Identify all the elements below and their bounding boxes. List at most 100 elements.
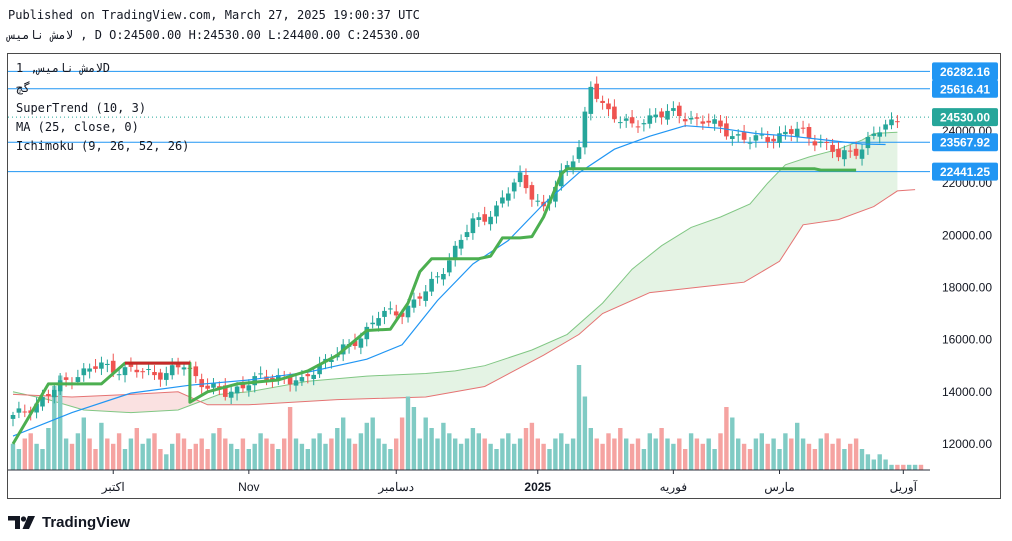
candle-body bbox=[618, 122, 623, 124]
volume-bar bbox=[323, 443, 328, 471]
candle-body bbox=[564, 165, 570, 169]
chart-frame bbox=[7, 53, 1001, 499]
candle-body bbox=[706, 120, 711, 123]
price-tick-label: 16000.00 bbox=[942, 333, 992, 347]
volume-bar bbox=[299, 443, 305, 471]
volume-bar bbox=[229, 443, 234, 471]
candle-body bbox=[789, 129, 794, 134]
candle-body bbox=[441, 274, 446, 280]
volume-bar bbox=[901, 464, 906, 471]
volume-bar bbox=[122, 449, 128, 470]
volume-bar bbox=[907, 464, 912, 471]
volume-bar bbox=[217, 428, 222, 470]
volume-bar bbox=[842, 449, 847, 470]
candle-body bbox=[612, 106, 617, 120]
volume-bar bbox=[352, 443, 358, 471]
volume-bar bbox=[423, 417, 428, 470]
candle-body bbox=[606, 103, 611, 110]
candle-body bbox=[659, 111, 664, 118]
volume-bar bbox=[606, 433, 611, 471]
candle-body bbox=[158, 372, 163, 380]
price-level-badge bbox=[932, 108, 998, 127]
candle-body bbox=[352, 341, 358, 346]
candle-body bbox=[423, 291, 428, 301]
volume-bar bbox=[741, 443, 747, 471]
time-tick-label: اكتبر bbox=[101, 480, 125, 494]
volume-bar bbox=[653, 438, 658, 470]
ichimoku-span-a bbox=[12, 131, 898, 414]
candle-body bbox=[211, 383, 216, 388]
axes: 22000.0020000.0018000.0016000.0014000.00… bbox=[8, 62, 998, 494]
volume-bar bbox=[659, 428, 664, 470]
volume-bar bbox=[211, 433, 216, 471]
volume-bar bbox=[376, 438, 381, 470]
candle-body bbox=[134, 369, 140, 373]
volume-bar bbox=[488, 443, 493, 471]
candle-body bbox=[234, 386, 240, 394]
volume-bar bbox=[771, 438, 776, 470]
candle-body bbox=[830, 144, 835, 152]
volume-bar bbox=[529, 422, 535, 471]
volume-bar bbox=[99, 422, 104, 471]
candle-body bbox=[370, 322, 375, 325]
time-tick-label: 2025 bbox=[524, 480, 551, 494]
time-tick-label: فوریه bbox=[660, 480, 688, 494]
candle-body bbox=[735, 134, 741, 136]
volume-bar bbox=[429, 428, 434, 470]
tradingview-wordmark: TradingView bbox=[42, 513, 131, 531]
candle-body bbox=[653, 114, 658, 118]
volume-bar bbox=[506, 433, 511, 471]
volume-bar bbox=[824, 433, 829, 471]
candle-body bbox=[818, 141, 824, 143]
volume-bar bbox=[175, 433, 181, 471]
volume-bar bbox=[293, 438, 299, 470]
candle-body bbox=[494, 205, 499, 217]
tradingview-logo[interactable]: TradingView bbox=[8, 511, 130, 533]
candle-body bbox=[429, 278, 434, 292]
candle-body bbox=[812, 141, 818, 146]
volume-bar bbox=[52, 386, 57, 470]
price-level-label: 24530.00 bbox=[940, 111, 990, 125]
candle-body bbox=[847, 150, 853, 152]
volume-bar bbox=[358, 433, 364, 471]
candle-body bbox=[63, 377, 69, 380]
volume-bar bbox=[405, 396, 411, 470]
candle-body bbox=[75, 377, 81, 382]
candle-body bbox=[895, 121, 900, 123]
candle-body bbox=[169, 365, 175, 376]
candle-body bbox=[777, 133, 782, 143]
volume-bar bbox=[252, 443, 257, 471]
candle-body bbox=[376, 318, 381, 326]
legend-supertrend[interactable]: SuperTrend (10, 3) bbox=[16, 101, 146, 115]
volume-bar bbox=[806, 443, 812, 471]
candle-body bbox=[647, 115, 653, 124]
candle-body bbox=[152, 372, 157, 376]
volume-bar bbox=[918, 464, 924, 471]
volume-bar bbox=[553, 438, 558, 470]
candle-body bbox=[688, 118, 694, 120]
volume-bar bbox=[276, 449, 281, 470]
volume-bar bbox=[895, 464, 900, 471]
price-level-label: 26282.16 bbox=[940, 65, 990, 79]
volume-bar bbox=[28, 433, 33, 471]
ichimoku-span-b bbox=[12, 189, 916, 406]
volume-bar bbox=[718, 433, 723, 471]
volume-bar bbox=[69, 443, 75, 471]
candle-body bbox=[452, 245, 458, 260]
legend-ma[interactable]: MA (25, close, 0) bbox=[16, 120, 139, 134]
volume-bar bbox=[246, 449, 251, 470]
candle-body bbox=[146, 369, 151, 370]
volume-bar bbox=[848, 443, 853, 471]
volume-bar bbox=[81, 417, 86, 470]
legend-ichimoku[interactable]: Ichimoku (9, 26, 52, 26) bbox=[16, 139, 189, 153]
volume-bar bbox=[629, 443, 635, 471]
candle-body bbox=[488, 216, 493, 225]
volume-bar bbox=[63, 438, 69, 470]
candle-body bbox=[22, 411, 28, 413]
candle-body bbox=[588, 86, 594, 114]
volume-bar bbox=[830, 443, 835, 471]
cloud-segment bbox=[201, 132, 898, 405]
volume-bar bbox=[547, 449, 552, 470]
candle-body bbox=[836, 148, 841, 158]
